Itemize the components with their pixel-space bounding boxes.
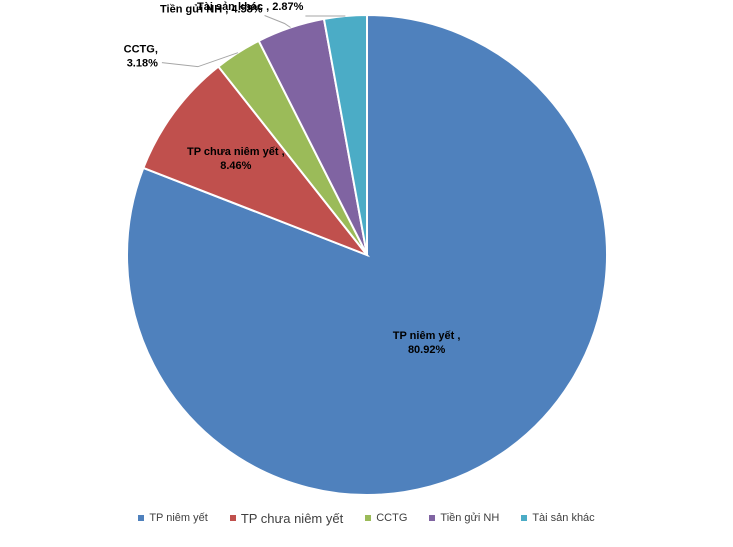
leader-line-3: [264, 15, 291, 28]
legend-label: Tiền gửi NH: [440, 512, 500, 524]
pie-slice-1: [142, 65, 371, 258]
data-labels: TP niêm yết , 80.92% TP chưa niêm yết , 8.4…: [124, 1, 461, 356]
pie-slices: [126, 13, 608, 496]
leader-line-2: [161, 52, 239, 68]
legend-item-tp-chua-niem-yet: TP chưa niêm yết: [229, 510, 344, 526]
pie-slice-4: [322, 13, 368, 256]
data-label-2: CCTG, 3.18%: [124, 44, 158, 70]
legend-swatch: [521, 515, 528, 521]
pie-slice-0: [126, 13, 608, 496]
legend-item-tien-gui-nh: Tiền gửi NH: [429, 512, 499, 524]
legend-item-tp-niem-yet: TP niêm yết: [138, 512, 208, 524]
legend-swatch: [229, 515, 236, 521]
data-label-0: TP niêm yết , 80.92%: [393, 330, 461, 356]
data-label-1: TP chưa niêm yết , 8.46%: [187, 146, 285, 172]
data-label-3: Tiền gửi NH , 4.58%: [160, 4, 263, 16]
legend-label: TP chưa niêm yết: [240, 510, 344, 526]
data-label-4: Tài sản khác , 2.87%: [197, 1, 304, 13]
legend-item-tai-san-khac: Tài sản khác: [521, 512, 595, 524]
leader-lines: [161, 15, 346, 68]
legend-label: Tài sản khác: [532, 512, 595, 524]
legend-label: TP niêm yết: [149, 512, 208, 524]
legend-swatch: [429, 515, 436, 521]
chart-legend: TP niêm yết TP chưa niêm yết CCTG Tiền g…: [0, 508, 733, 528]
legend-swatch: [138, 515, 145, 521]
legend-swatch: [365, 515, 372, 521]
legend-label: CCTG: [376, 512, 408, 524]
legend-item-cctg: CCTG: [365, 512, 407, 524]
